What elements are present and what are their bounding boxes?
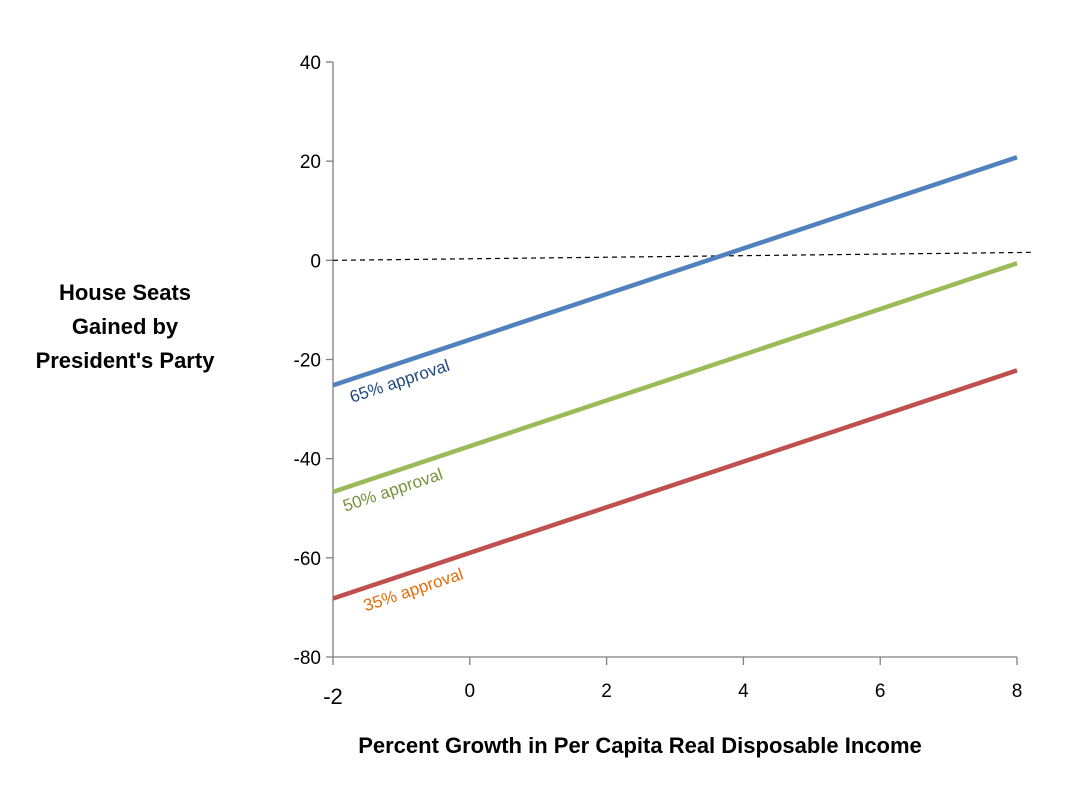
x-tick-label: 6 (875, 681, 886, 702)
x-tick-label: -2 (323, 684, 343, 709)
series-line (332, 261, 1018, 495)
x-tick-label: 8 (1012, 681, 1023, 702)
x-tick-label: 4 (738, 681, 749, 702)
y-tick-label: -60 (294, 549, 321, 570)
y-axis-title-line-3: President's Party (35, 348, 215, 373)
x-axis-title: Percent Growth in Per Capita Real Dispos… (358, 733, 922, 758)
y-tick-label: 0 (310, 251, 321, 272)
y-tick-label: 20 (300, 152, 321, 173)
series-line (332, 155, 1018, 388)
y-tick-label: -40 (294, 450, 321, 471)
x-tick-label: 2 (601, 681, 612, 702)
series-line (332, 368, 1018, 601)
y-axis-title-line-1: House Seats (58, 280, 192, 305)
x-tick-label: 0 (465, 681, 476, 702)
y-axis-title-line-2: Gained by (71, 314, 179, 339)
reference-line-dashed (332, 251, 1031, 261)
y-axis-title: House Seats Gained by President's Party (8, 276, 242, 378)
y-tick-label: -80 (294, 648, 321, 669)
y-tick-label: 40 (300, 53, 321, 74)
y-tick-label: -20 (294, 351, 321, 372)
